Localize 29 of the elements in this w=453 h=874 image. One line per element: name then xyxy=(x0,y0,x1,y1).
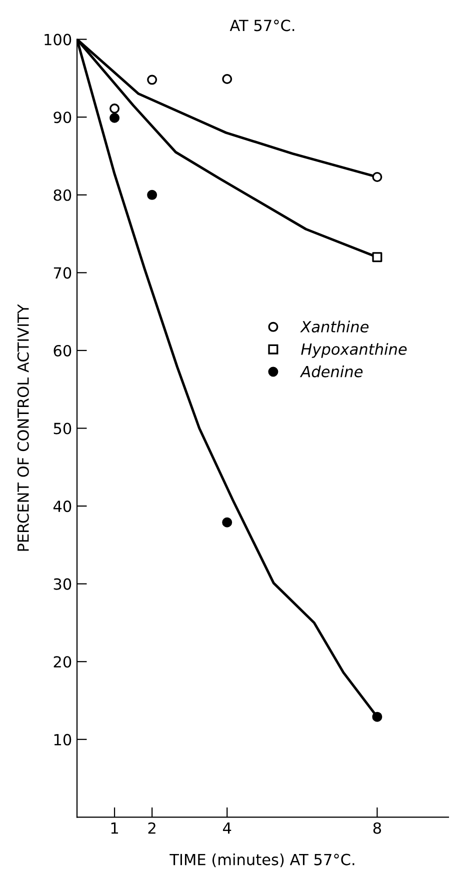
y-tick-label: 60 xyxy=(54,344,72,356)
point xyxy=(372,172,382,182)
point xyxy=(372,712,382,722)
y-tick-label: 90 xyxy=(54,112,72,124)
point xyxy=(222,517,232,528)
chart-title: AT 57°C. xyxy=(230,20,294,32)
y-tick-label: 20 xyxy=(54,656,72,668)
y-tick-label: 100 xyxy=(44,34,72,46)
x-tick-label: 8 xyxy=(373,822,381,834)
y-tick-label: 10 xyxy=(54,734,72,746)
y-tick-label: 30 xyxy=(54,578,72,590)
legend-label: Adenine xyxy=(300,366,363,378)
point xyxy=(372,252,382,262)
y-tick-label: 70 xyxy=(54,267,72,279)
x-axis-title: TIME (minutes) AT 57°C. xyxy=(170,854,354,868)
point xyxy=(110,104,120,114)
y-axis-title: PERCENT OF CONTROL ACTIVITY xyxy=(17,304,29,551)
y-tick-label: 50 xyxy=(54,422,72,434)
point xyxy=(147,74,158,85)
point xyxy=(222,74,232,84)
x-tick-label: 2 xyxy=(148,822,156,834)
x-tick-label: 1 xyxy=(111,822,118,834)
y-tick-label: 40 xyxy=(53,500,72,512)
point xyxy=(147,190,158,200)
y-tick-label: 80 xyxy=(54,189,72,201)
legend-label: Hypoxanthine xyxy=(301,343,407,358)
x-tick-label: 4 xyxy=(222,822,232,834)
legend-label: Xanthine xyxy=(300,320,369,332)
point xyxy=(110,112,120,123)
